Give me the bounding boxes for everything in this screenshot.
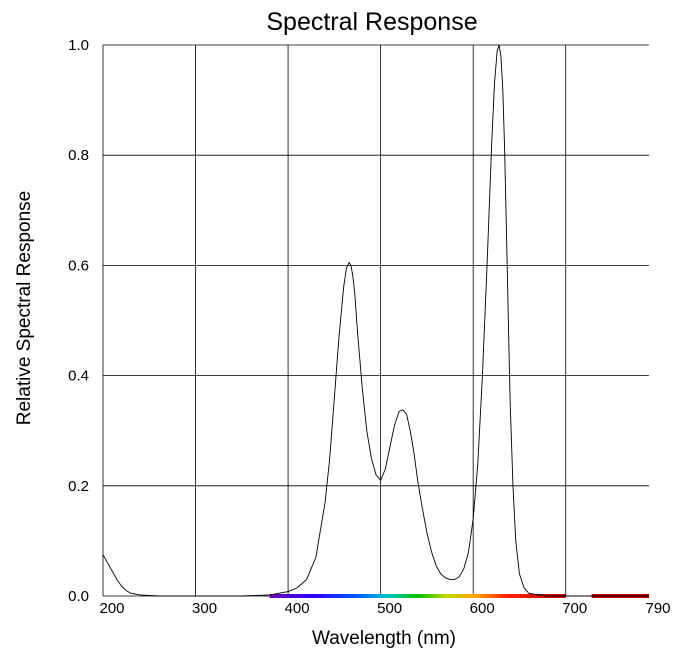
x-tick-label: 790 [645, 600, 670, 617]
y-tick-label: 0.0 [68, 588, 89, 605]
y-axis-label: Relative Spectral Response [14, 191, 35, 425]
y-tick-label: 1.0 [68, 37, 89, 54]
y-tick-label: 0.2 [68, 478, 89, 495]
visible-spectrum-strip [269, 594, 566, 598]
x-tick-label: 700 [562, 600, 587, 617]
series-line [102, 44, 649, 597]
y-tick-label: 0.8 [68, 147, 89, 164]
x-axis-label: Wavelength (nm) [312, 628, 456, 649]
series-curves [102, 44, 649, 597]
chart-title: Spectral Response [266, 8, 477, 36]
x-tick-label: 400 [285, 600, 310, 617]
y-tick-label: 0.6 [68, 257, 89, 274]
x-tick-labels: 200 300 400 500 600 700 790 [99, 600, 670, 617]
x-tick-label: 300 [192, 600, 217, 617]
x-tick-label: 200 [99, 600, 124, 617]
x-tick-label: 500 [377, 600, 402, 617]
x-tick-label: 600 [470, 600, 495, 617]
y-tick-label: 0.4 [68, 368, 89, 385]
y-tick-labels: 0.0 0.2 0.4 0.6 0.8 1.0 [68, 37, 89, 605]
grid [102, 44, 649, 597]
